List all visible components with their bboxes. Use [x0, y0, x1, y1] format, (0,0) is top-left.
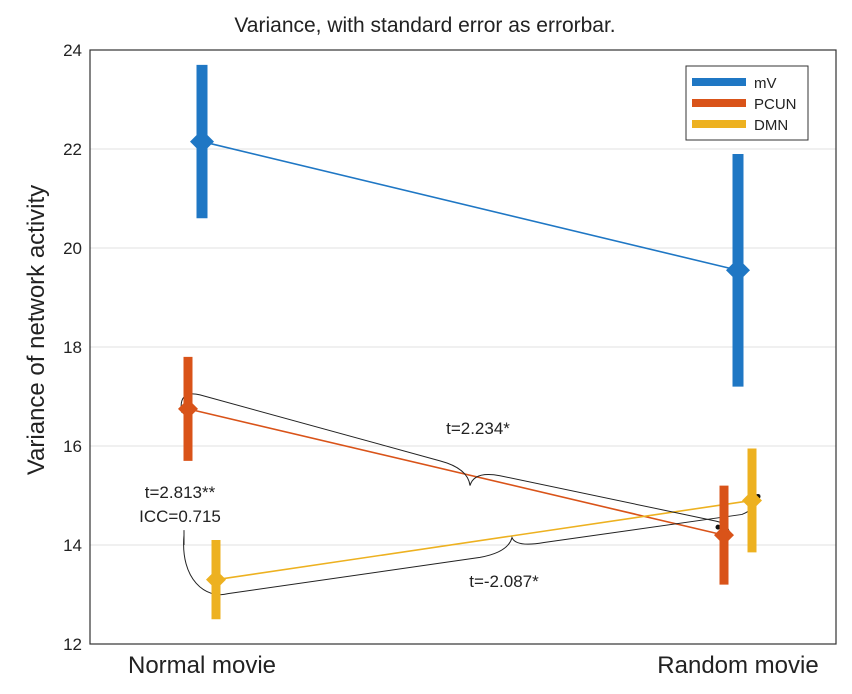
y-tick-label-12: 12	[63, 635, 82, 654]
error-bars	[183, 64, 757, 620]
marker-DMN-2	[742, 490, 762, 511]
annotation-pcun-ttest: t=2.234*	[446, 419, 510, 438]
y-axis-label: Variance of network activity	[23, 185, 50, 475]
marker-PCUN-1	[178, 398, 198, 419]
y-tick-labels: 12 14 16 18 20 22 24	[63, 41, 82, 654]
data-markers	[178, 129, 762, 590]
series-lines	[187, 140, 753, 581]
y-tick-label-14: 14	[63, 536, 82, 555]
series-line-mV	[201, 140, 739, 272]
y-tick-label-22: 22	[63, 140, 82, 159]
marker-mV-2	[726, 258, 750, 283]
y-tick-label-20: 20	[63, 239, 82, 258]
marker-PCUN-2	[714, 525, 734, 546]
y-tick-label-24: 24	[63, 41, 82, 60]
legend-label-DMN: DMN	[754, 117, 788, 134]
x-tick-label-1: Normal movie	[128, 652, 276, 679]
y-tick-label-16: 16	[63, 437, 82, 456]
legend: mV PCUN DMN	[685, 65, 809, 141]
annotations: t=2.234* t=-2.087* t=2.813** ICC=0.715	[139, 419, 539, 591]
grid-lines	[90, 148, 836, 546]
marker-mV-1	[190, 129, 214, 154]
y-tick-label-18: 18	[63, 338, 82, 357]
annotation-normal-ttest: t=2.813**	[145, 483, 216, 502]
plot-frame	[89, 49, 837, 645]
legend-label-mV: mV	[754, 75, 777, 92]
annotation-normal-icc: ICC=0.715	[139, 507, 221, 526]
series-line-DMN	[215, 499, 753, 581]
annotation-dmn-ttest: t=-2.087*	[469, 572, 539, 591]
x-tick-label-2: Random movie	[657, 652, 818, 679]
bracket-dmn	[183, 498, 757, 596]
chart-title: Variance, with standard error as errorba…	[234, 14, 615, 37]
dot-pcun-2	[715, 524, 721, 530]
series-line-PCUN	[187, 408, 725, 536]
marker-DMN-1	[206, 569, 226, 590]
x-tick-labels: Normal movie Random movie	[128, 652, 819, 679]
legend-label-PCUN: PCUN	[754, 96, 797, 113]
